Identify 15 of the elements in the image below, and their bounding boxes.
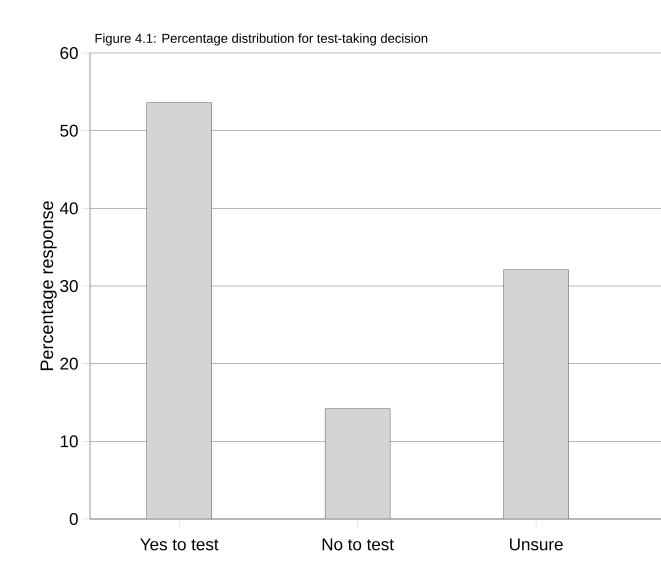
y-tick-label: 60 [60,46,78,60]
bar [324,408,390,519]
y-tick-label: 30 [60,280,78,292]
y-tick-label: 50 [60,124,78,137]
chart-title: Figure 4.1: Percentage distribution for test-taking decision [96,33,428,46]
y-axis-title: Percentage response [40,201,57,370]
x-tick-label: Yes to test [140,538,218,550]
y-tick-label: 40 [60,202,78,214]
y-tick-label: 10 [60,435,78,448]
y-tick-label: 20 [60,358,78,370]
bar [146,102,212,519]
y-tick-label: 0 [70,512,78,526]
bar [503,269,569,519]
x-tick-label: No to test [322,538,394,550]
x-tick-label: Unsure [510,538,563,550]
